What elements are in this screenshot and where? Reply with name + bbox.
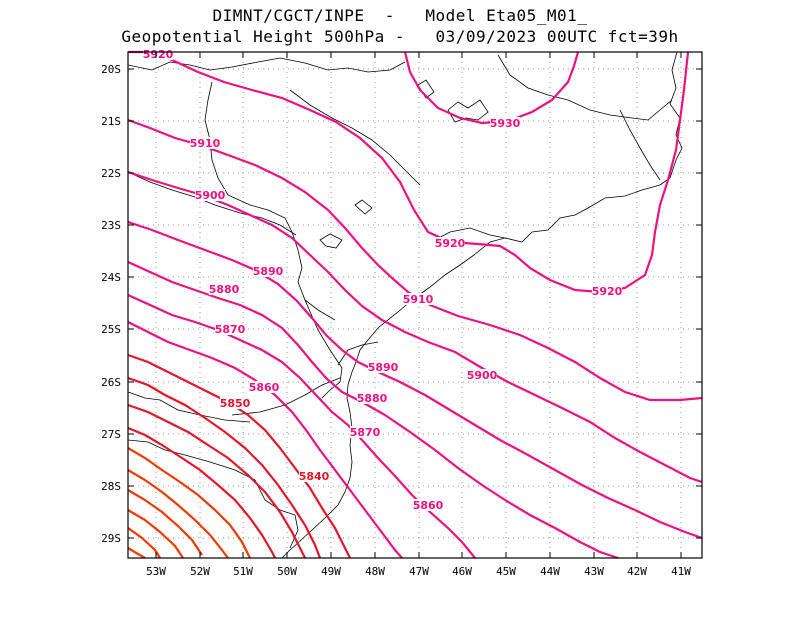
contour-5845 (127, 376, 322, 559)
contour-label-bg (357, 392, 387, 404)
lon-tick-label: 53W (146, 565, 166, 578)
river-tiete (289, 89, 421, 186)
lon-tick-label: 50W (277, 565, 297, 578)
contour-label-bg (467, 369, 497, 381)
contour-label: 5900 (467, 369, 498, 382)
contour-label-bg (299, 470, 329, 482)
contour-label: 5920 (435, 237, 466, 250)
contour-5920-north (128, 50, 690, 294)
axis-ticks: 53W 52W 51W 50W 49W 48W 47W 46W 45W 44W 43W 42W 41W 2… (101, 52, 702, 578)
contour-label: 5920 (592, 285, 623, 298)
lat-tick-label: 26S (101, 376, 121, 389)
lat-tick-label: 27S (101, 428, 121, 441)
contour-label-bg (220, 397, 250, 409)
contour-label: 5880 (357, 392, 388, 405)
border-paraguay-argentina (127, 171, 297, 236)
contour-5900 (127, 170, 703, 484)
contour-label: 5870 (215, 323, 246, 336)
map-frame (127, 51, 703, 559)
reservoir-2 (354, 199, 373, 215)
lat-tick-label: 29S (101, 532, 121, 545)
lon-tick-label: 43W (584, 565, 604, 578)
lon-tick-label: 44W (540, 565, 560, 578)
height-contours (127, 50, 703, 560)
lon-tick-label: 52W (190, 565, 210, 578)
contour-label: 5850 (220, 397, 251, 410)
contour-label-bg (592, 285, 622, 297)
contour-label: 5860 (413, 499, 444, 512)
contour-label-bg (253, 265, 283, 277)
lat-tick-label: 20S (101, 63, 121, 76)
contour-label-bg (209, 283, 239, 295)
contour-label-bg (435, 237, 465, 249)
state-border-3 (497, 54, 673, 121)
lat-tick-label: 24S (101, 271, 121, 284)
contour-label: 5900 (195, 189, 226, 202)
contour-5820 (127, 447, 251, 559)
lon-tick-label: 47W (409, 565, 429, 578)
coastline-atlantic (281, 51, 683, 559)
contour-5790 (127, 509, 184, 559)
lon-tick-label: 48W (365, 565, 385, 578)
contour-5850 (127, 353, 351, 559)
lon-tick-label: 45W (496, 565, 516, 578)
contour-label: 5920 (143, 48, 174, 61)
state-border-4 (619, 109, 661, 181)
state-border-1 (231, 377, 341, 416)
lon-tick-label: 51W (233, 565, 253, 578)
contour-label: 5880 (209, 283, 240, 296)
contour-5880 (127, 260, 619, 560)
state-border-2 (337, 341, 379, 366)
contour-label-bg (249, 381, 279, 393)
lon-tick-label: 46W (452, 565, 472, 578)
contour-5770 (127, 547, 146, 559)
contour-5840 (127, 403, 306, 559)
border-south (127, 439, 299, 549)
contour-label-bg (490, 117, 520, 129)
lat-tick-label: 23S (101, 219, 121, 232)
lat-tick-label: 21S (101, 115, 121, 128)
river-parana (127, 57, 406, 73)
river-paranapanema (204, 81, 336, 321)
lon-tick-label: 49W (321, 565, 341, 578)
lat-tick-label: 28S (101, 480, 121, 493)
border-argentina (304, 299, 343, 399)
border-brazil-uruguay (127, 391, 251, 423)
contour-5890 (127, 220, 703, 540)
contour-label-layer: 5920 5910 5900 5890 5880 5870 5860 5850 5840 5930… (143, 48, 623, 512)
contour-label-bg (403, 293, 433, 305)
reservoir-1 (447, 99, 489, 123)
contour-label-bg (143, 48, 173, 60)
contour-label: 5910 (190, 137, 221, 150)
coastlines (127, 51, 683, 559)
contour-label: 5930 (490, 117, 521, 130)
contour-label: 5870 (350, 426, 381, 439)
lat-tick-label: 25S (101, 323, 121, 336)
contour-label: 5890 (368, 361, 399, 374)
contour-5830 (127, 426, 276, 559)
map-title-line-2: Geopotential Height 500hPa - 03/09/2023 … (121, 27, 679, 46)
lon-tick-label: 42W (627, 565, 647, 578)
map-title-line-1: DIMNT/CGCT/INPE - Model Eta05_M01_ (212, 6, 588, 25)
contour-label-bg (215, 323, 245, 335)
lon-tick-label: 41W (671, 565, 691, 578)
contour-5860 (127, 321, 403, 559)
lat-tick-label: 22S (101, 167, 121, 180)
contour-label-bg (350, 426, 380, 438)
contour-label: 5860 (249, 381, 280, 394)
state-border-5 (434, 227, 506, 241)
contour-5800 (127, 489, 203, 556)
contour-label-bg (195, 189, 225, 201)
contour-label-bg (190, 137, 220, 149)
contour-label: 5840 (299, 470, 330, 483)
contour-label-bg (413, 499, 443, 511)
contour-5780 (127, 527, 161, 559)
contour-label-bg (368, 361, 398, 373)
contour-5910 (127, 118, 703, 402)
contour-5810 (127, 469, 229, 559)
contour-label: 5890 (253, 265, 284, 278)
contour-label: 5910 (403, 293, 434, 306)
reservoir-3 (319, 233, 343, 249)
